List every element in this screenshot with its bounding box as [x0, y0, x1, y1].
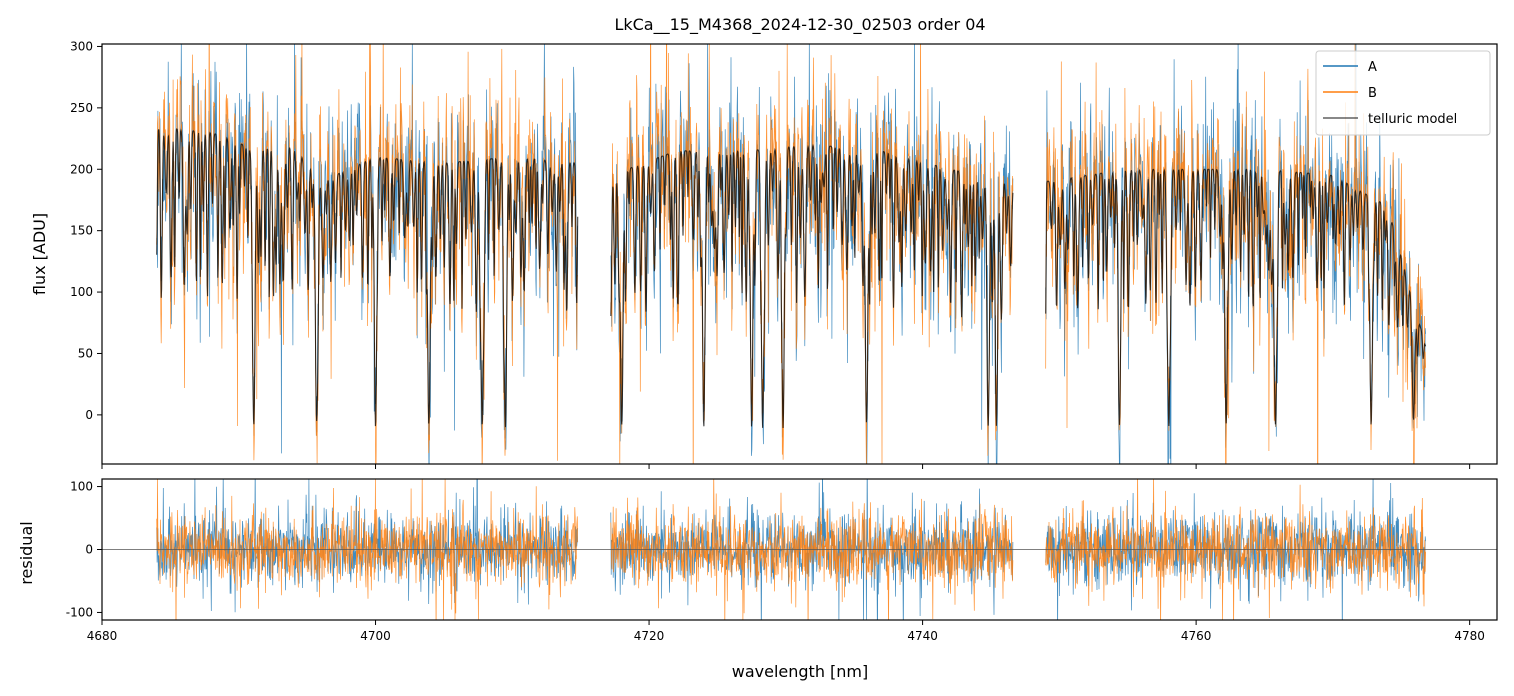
- flux-axes-frame: [101, 43, 1498, 465]
- x-tick-label: 4780: [1454, 629, 1485, 643]
- telluric-model-line-seg-1: [610, 143, 1014, 429]
- y-tick-label: 200: [70, 162, 93, 176]
- residual-a-line-seg-1: [610, 479, 1014, 620]
- y-tick-label: 100: [70, 285, 93, 299]
- y-tick-label: 0: [85, 543, 93, 557]
- residual-panel: -100 0 100 4680 4700 4720 4740 4760 4780 residu…: [17, 478, 1498, 681]
- telluric-model-line-seg-0: [156, 128, 579, 428]
- series-b-line-seg-1: [610, 44, 1014, 464]
- y-tick-label: 0: [85, 408, 93, 422]
- residual-b-line-seg-2: [1045, 479, 1426, 620]
- residual-axis-label: residual: [17, 521, 36, 584]
- wavelength-axis-label: wavelength [nm]: [732, 662, 869, 681]
- y-tick-label: -100: [66, 605, 93, 619]
- x-tick-label: 4700: [360, 629, 391, 643]
- legend-label: B: [1368, 86, 1377, 101]
- x-tick-label: 4740: [907, 629, 938, 643]
- y-tick-label: 100: [70, 480, 93, 494]
- y-tick-label: 300: [70, 39, 93, 53]
- flux-axis-label: flux [ADU]: [30, 213, 49, 295]
- y-tick-label: 250: [70, 101, 93, 115]
- y-tick-label: 50: [78, 346, 93, 360]
- residual-b-line-seg-0: [156, 479, 579, 620]
- residual-b-line-seg-1: [610, 479, 1014, 620]
- x-tick-label: 4680: [87, 629, 118, 643]
- legend-box: [1315, 50, 1491, 136]
- x-tick-label: 4720: [634, 629, 665, 643]
- chart-title: LkCa__15_M4368_2024-12-30_02503 order 04: [614, 15, 985, 35]
- y-tick-label: 150: [70, 224, 93, 238]
- telluric-model-line-seg-2: [1045, 168, 1427, 427]
- legend-label: A: [1368, 60, 1377, 75]
- legend-label: telluric model: [1368, 112, 1457, 127]
- flux-panel: 0 50 100 150 200 250 300 flux [ADU] ABtelluric…: [30, 39, 1498, 469]
- residual-a-line-seg-0: [156, 479, 579, 613]
- x-tick-label: 4760: [1181, 629, 1212, 643]
